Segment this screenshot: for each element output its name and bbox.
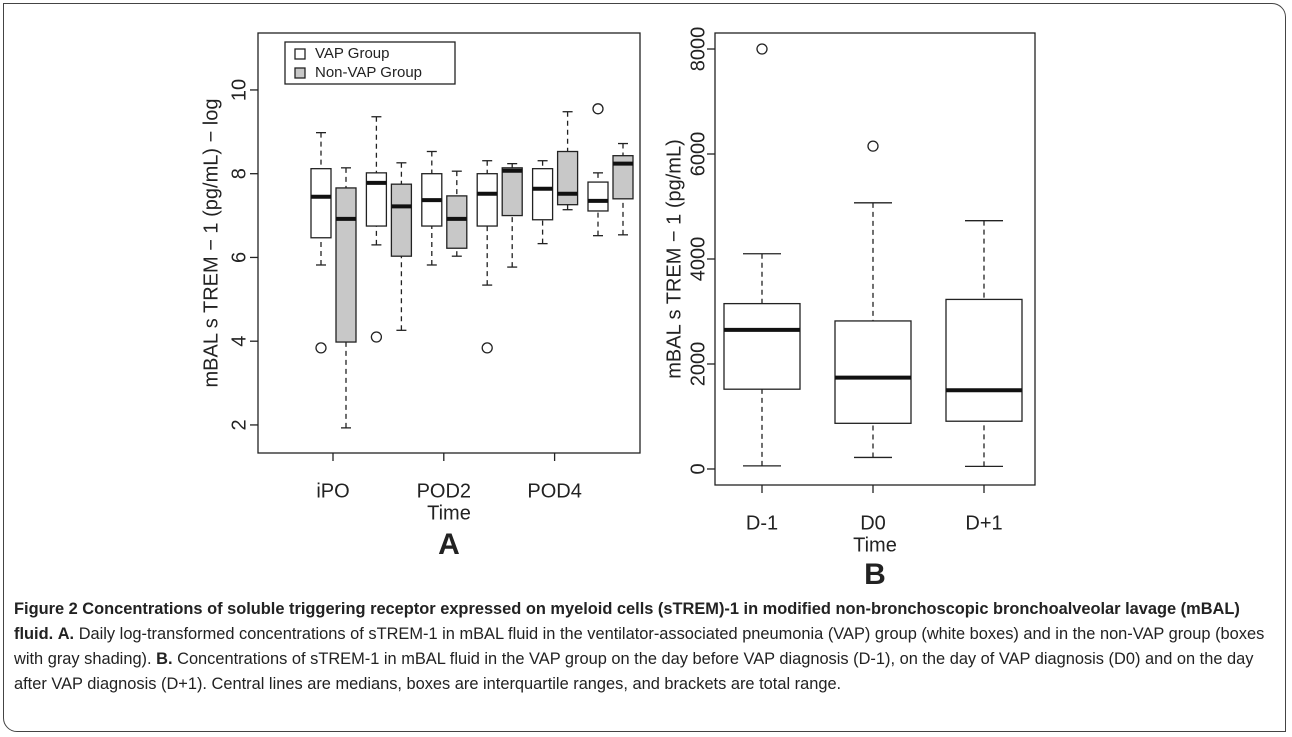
outlier <box>592 103 604 115</box>
x-tick-label: POD4 <box>527 480 581 502</box>
x-axis-label: Time <box>427 502 471 524</box>
caption-label: A. <box>57 625 75 643</box>
caption-label: B. <box>156 650 173 668</box>
x-tick-label: POD2 <box>417 480 471 502</box>
y-tick-label: 6000 <box>687 132 709 177</box>
box <box>945 298 1023 422</box>
y-tick-label: 2 <box>228 419 250 430</box>
box <box>531 168 554 221</box>
caption-text: Daily log-transformed concentrations of … <box>14 625 1265 668</box>
box <box>476 173 498 227</box>
caption-text: Concentrations of sTREM-1 in mBAL fluid … <box>14 650 1254 693</box>
y-axis-label: mBAL s TREM − 1 (pg/mL) − log <box>200 99 222 388</box>
outlier <box>756 43 768 55</box>
y-tick-label: 2000 <box>687 342 709 387</box>
box <box>612 155 634 200</box>
x-axis-label: Time <box>853 534 897 556</box>
y-tick-label: 0 <box>687 463 709 474</box>
y-tick-label: 4000 <box>687 237 709 282</box>
legend-swatch <box>294 67 306 79</box>
panel-label: B <box>864 558 886 591</box>
box <box>587 181 609 212</box>
outlier <box>867 140 879 152</box>
x-tick-label: D-1 <box>746 512 778 534</box>
box <box>310 168 332 239</box>
outlier <box>370 331 383 343</box>
y-tick-label: 10 <box>228 79 250 101</box>
box <box>556 150 579 206</box>
box <box>390 183 413 257</box>
frame <box>3 3 1286 732</box>
legend-swatch <box>294 48 306 60</box>
legend-frame <box>284 41 456 85</box>
legend-label: VAP Group <box>315 45 390 62</box>
x-tick-label: D+1 <box>965 512 1002 534</box>
caption-title: Figure 2 Concentrations of soluble trigg… <box>14 600 1240 643</box>
box <box>365 172 388 227</box>
x-tick-label: iPO <box>316 480 349 502</box>
y-tick-label: 8 <box>228 168 250 179</box>
caption: Figure 2 Concentrations of soluble trigg… <box>14 597 1278 697</box>
y-tick-label: 6 <box>228 252 250 263</box>
x-tick-label: D0 <box>860 512 886 534</box>
outlier <box>481 342 493 354</box>
box <box>335 187 357 343</box>
box <box>501 167 523 217</box>
box <box>723 302 801 390</box>
box <box>446 195 468 249</box>
y-axis-label: mBAL s TREM − 1 (pg/mL) <box>663 139 685 379</box>
plot-frame <box>257 32 641 454</box>
y-tick-label: 8000 <box>687 27 709 71</box>
panel-label: A <box>438 528 460 561</box>
figure: 2 4 6 8 10 mBAL s TREM − 1 (pg/mL) − log iPO PO… <box>200 27 1036 591</box>
legend-label: Non-VAP Group <box>315 64 422 81</box>
outlier <box>315 342 327 354</box>
y-tick-label: 4 <box>228 336 250 347</box>
box <box>834 320 912 424</box>
